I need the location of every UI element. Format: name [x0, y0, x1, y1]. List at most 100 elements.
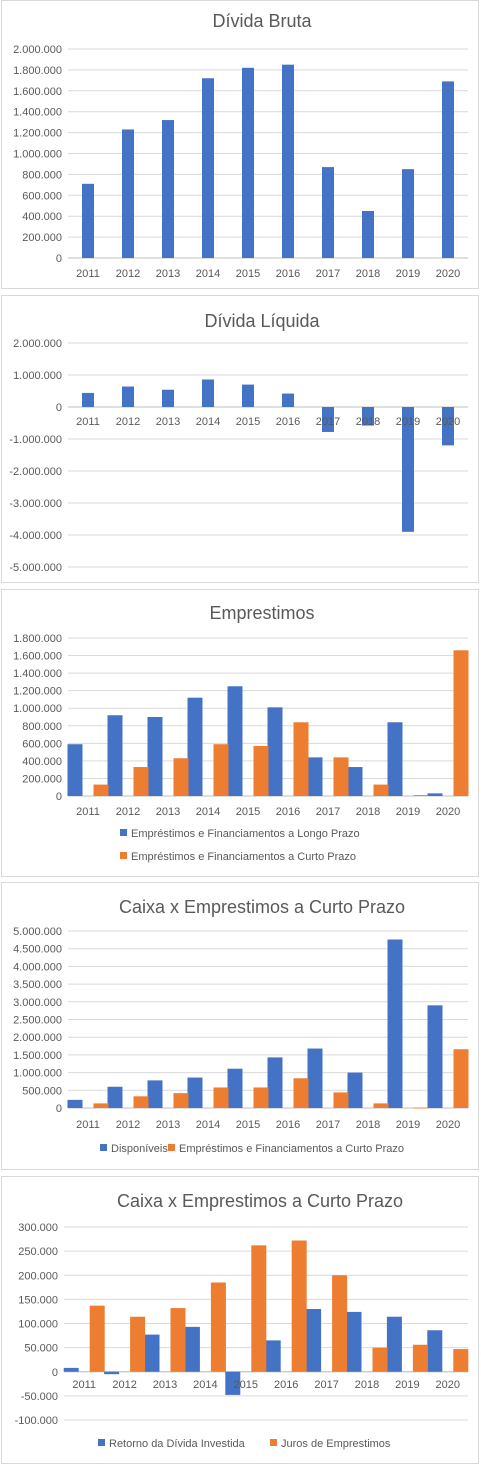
x-tick-label: 2015 — [236, 416, 260, 428]
chart-title: Dívida Bruta — [212, 11, 312, 31]
bar-series-1-2014 — [202, 379, 214, 407]
bar-series-2-2016 — [291, 1240, 307, 1372]
y-tick-label: 1.000.000 — [13, 703, 62, 715]
y-tick-label: 0 — [56, 791, 62, 803]
bar-series-2-2012 — [130, 1316, 146, 1372]
chart-title: Dívida Líquida — [204, 311, 320, 331]
chart-panel-emprestimos: Emprestimos 0 200.000 400.000 600.000 800.000… — [1, 589, 479, 877]
y-tick-label: -5.000.000 — [9, 562, 62, 574]
x-tick-label: 2013 — [156, 268, 180, 280]
y-tick-label: 4.000.000 — [13, 961, 62, 973]
legend-label: Empréstimos e Financiamentos a Curto Pra… — [131, 851, 356, 863]
y-tick-label: 2.000.000 — [13, 44, 62, 56]
y-tick-label: 1.000.000 — [13, 149, 62, 161]
y-tick-label: 0 — [52, 1367, 58, 1379]
legend-swatch — [120, 829, 127, 836]
bar-series-1-2017 — [307, 1048, 323, 1108]
chart-panel-retorno-juros: Caixa x Emprestimos a Curto Prazo -100.00… — [1, 1176, 479, 1464]
bar-series-2-2013 — [173, 758, 189, 796]
x-tick-label: 2018 — [356, 1119, 380, 1131]
y-tick-label: 2.000.000 — [13, 338, 62, 350]
bar-series-2-2016 — [293, 1078, 309, 1108]
bar-series-1-2011 — [82, 183, 94, 258]
chart-retorno-juros: Caixa x Emprestimos a Curto Prazo -100.00… — [15, 1191, 469, 1450]
x-tick-label: 2018 — [355, 1379, 379, 1391]
x-tick-label: 2011 — [76, 1119, 100, 1131]
bar-series-2-2018 — [373, 1103, 389, 1108]
y-tick-label: 100.000 — [18, 1319, 58, 1331]
bar-series-1-2019 — [402, 169, 414, 258]
bar-series-1-2018 — [347, 1072, 363, 1108]
bar-series-1-2012 — [107, 1086, 123, 1108]
y-tick-label: 1.200.000 — [13, 686, 62, 698]
bar-series-2-2019 — [413, 795, 429, 796]
bar-series-1-2012 — [122, 129, 134, 258]
y-tick-label: 0 — [56, 1103, 62, 1115]
y-tick-label: 1.800.000 — [13, 633, 62, 645]
bar-series-2-2020 — [453, 650, 469, 796]
bar-series-1-2012 — [122, 386, 134, 407]
y-tick-label: 200.000 — [22, 773, 62, 785]
x-tick-label: 2012 — [112, 1379, 136, 1391]
y-tick-label: 150.000 — [18, 1294, 58, 1306]
x-tick-label: 2013 — [153, 1379, 177, 1391]
y-tick-label: 1.200.000 — [13, 128, 62, 140]
legend-label: Empréstimos e Financiamentos a Curto Pra… — [179, 1143, 404, 1155]
x-tick-label: 2015 — [234, 1379, 258, 1391]
y-tick-label: 300.000 — [18, 1222, 58, 1234]
x-tick-label: 2012 — [116, 1119, 140, 1131]
y-tick-label: 50.000 — [24, 1343, 58, 1355]
bar-series-2-2020 — [453, 1349, 469, 1372]
legend-label: Empréstimos e Financiamentos a Longo Pra… — [131, 828, 360, 840]
y-tick-label: 500.000 — [22, 1085, 62, 1097]
legend-label: Retorno da Dívida Investida — [109, 1438, 246, 1450]
legend-swatch — [100, 1144, 107, 1151]
bar-series-1-2015 — [225, 1371, 241, 1395]
bar-series-1-2013 — [144, 1334, 160, 1372]
bar-series-1-2013 — [147, 717, 163, 796]
chart-title: Emprestimos — [209, 603, 314, 623]
bar-series-1-2018 — [362, 210, 374, 258]
y-tick-label: 3.500.000 — [13, 979, 62, 991]
bar-series-1-2014 — [202, 78, 214, 258]
y-tick-label: 0 — [56, 253, 62, 265]
x-tick-label: 2015 — [236, 806, 260, 818]
bar-series-2-2011 — [89, 1305, 105, 1372]
x-tick-label: 2017 — [316, 268, 340, 280]
bar-series-2-2014 — [213, 1087, 229, 1108]
bar-series-2-2014 — [213, 744, 229, 796]
y-tick-label: 600.000 — [22, 190, 62, 202]
y-tick-label: -3.000.000 — [9, 498, 62, 510]
bar-series-2-2014 — [210, 1282, 226, 1372]
chart-panel-caixa-emprestimos: Caixa x Emprestimos a Curto Prazo 0 500.00… — [1, 882, 479, 1170]
chart-title: Caixa x Emprestimos a Curto Prazo — [119, 897, 405, 917]
x-tick-label: 2013 — [156, 416, 180, 428]
legend-swatch — [98, 1439, 105, 1446]
y-tick-label: 400.000 — [22, 211, 62, 223]
x-tick-label: 2019 — [396, 806, 420, 818]
chart-caixa-emprestimos: Caixa x Emprestimos a Curto Prazo 0 500.00… — [13, 897, 469, 1155]
bar-series-2-2012 — [133, 767, 149, 796]
bar-series-1-2011 — [63, 1367, 79, 1372]
x-tick-label: 2016 — [276, 268, 300, 280]
y-tick-label: 2.500.000 — [13, 1015, 62, 1027]
x-tick-label: 2020 — [436, 1119, 460, 1131]
bar-series-1-2018 — [347, 767, 363, 796]
bar-series-1-2020 — [442, 81, 454, 259]
bar-series-1-2016 — [267, 707, 283, 796]
x-tick-label: 2014 — [196, 806, 220, 818]
bar-series-1-2012 — [107, 715, 123, 796]
bar-series-1-2019 — [386, 1316, 402, 1372]
y-tick-label: 5.000.000 — [13, 926, 62, 938]
bar-series-2-2013 — [170, 1308, 186, 1372]
y-tick-label: -1.000.000 — [9, 434, 62, 446]
y-tick-label: 600.000 — [22, 738, 62, 750]
bar-series-2-2011 — [93, 784, 109, 796]
y-tick-label: 800.000 — [22, 721, 62, 733]
chart-panel-divida-liquida: Dívida Líquida -5.000.000 -4.000.000 -3.000… — [1, 295, 479, 583]
x-tick-label: 2017 — [316, 1119, 340, 1131]
legend-label: Juros de Emprestimos — [281, 1438, 391, 1450]
x-tick-label: 2015 — [236, 268, 260, 280]
bar-series-1-2011 — [67, 1099, 83, 1108]
bar-series-1-2019 — [387, 722, 403, 796]
